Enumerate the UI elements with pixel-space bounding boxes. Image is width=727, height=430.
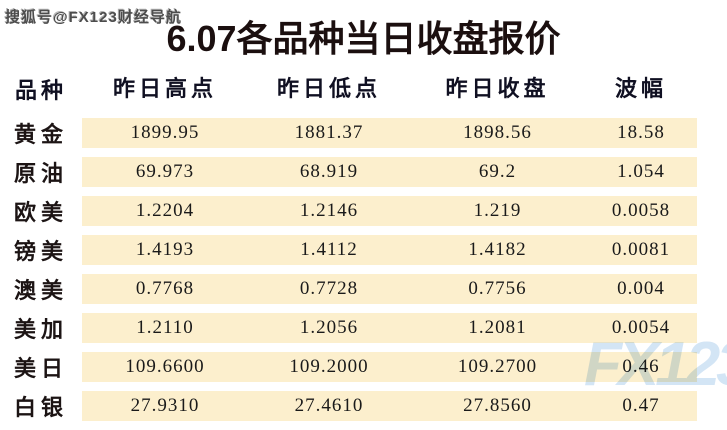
- cell-low: 27.4610: [294, 395, 364, 416]
- cell-range: 0.0081: [611, 239, 671, 260]
- header-band: 昨日高点 昨日低点 昨日收盘 波幅: [82, 74, 697, 104]
- table-row-gold: 黄金 1899.95 1881.37 1898.56 18.58: [0, 118, 727, 148]
- cell-range: 0.0054: [611, 317, 671, 338]
- cell-low: 109.2000: [289, 356, 369, 377]
- product-label: 黄金: [13, 122, 68, 147]
- column-header-range: 波幅: [614, 76, 667, 101]
- cell-range: 0.46: [622, 356, 660, 377]
- product-label: 澳美: [13, 278, 68, 303]
- row-stripe: 69.973 68.919 69.2 1.054: [82, 157, 697, 187]
- column-header-low: 昨日低点: [276, 76, 381, 101]
- column-header-close: 昨日收盘: [445, 76, 550, 101]
- cell-close: 1.219: [473, 200, 522, 221]
- cell-high: 109.6600: [125, 356, 205, 377]
- cell-low: 1881.37: [294, 122, 364, 143]
- cell-close: 109.2700: [457, 356, 538, 377]
- cell-low: 0.7728: [299, 278, 359, 299]
- cell-low: 1.4112: [300, 239, 358, 260]
- cell-high: 1.4193: [135, 239, 195, 260]
- cell-range: 0.0058: [611, 200, 671, 221]
- table-row-usdcad: 美加 1.2110 1.2056 1.2081 0.0054: [0, 313, 727, 343]
- product-label: 美加: [13, 317, 68, 342]
- price-table: 品种 昨日高点 昨日低点 昨日收盘 波幅 黄金 1899.95 1881.37 …: [0, 74, 727, 430]
- cell-high: 69.973: [135, 161, 195, 182]
- cell-close: 69.2: [478, 161, 517, 182]
- page-title: 6.07各品种当日收盘报价: [166, 18, 561, 59]
- cell-high: 0.7768: [135, 278, 195, 299]
- table-row-silver: 白银 27.9310 27.4610 27.8560 0.47: [0, 391, 727, 421]
- cell-close: 1.2081: [468, 317, 527, 338]
- cell-close: 0.7756: [468, 278, 527, 299]
- sohu-account-watermark: 搜狐号@FX123财经导航: [5, 9, 182, 26]
- cell-range: 18.58: [617, 122, 665, 143]
- cell-close: 1898.56: [463, 122, 532, 143]
- cell-range: 0.004: [617, 278, 665, 299]
- table-row-eurusd: 欧美 1.2204 1.2146 1.219 0.0058: [0, 196, 727, 226]
- cell-range: 0.47: [622, 395, 660, 416]
- product-label: 原油: [13, 161, 68, 186]
- table-header-row: 品种 昨日高点 昨日低点 昨日收盘 波幅: [0, 74, 727, 104]
- table-row-audusd: 澳美 0.7768 0.7728 0.7756 0.004: [0, 274, 727, 304]
- table-row-gbpusd: 镑美 1.4193 1.4112 1.4182 0.0081: [0, 235, 727, 265]
- row-stripe: 0.7768 0.7728 0.7756 0.004: [82, 274, 697, 304]
- cell-low: 1.2146: [299, 200, 359, 221]
- product-label: 白银: [13, 395, 68, 420]
- row-stripe: 109.6600 109.2000 109.2700 0.46: [82, 352, 697, 382]
- column-header-product: 品种: [14, 78, 67, 103]
- cell-close: 27.8560: [463, 395, 532, 416]
- row-stripe: 1899.95 1881.37 1898.56 18.58: [82, 118, 697, 148]
- row-stripe: 1.2204 1.2146 1.219 0.0058: [82, 196, 697, 226]
- column-header-high: 昨日高点: [112, 76, 217, 101]
- row-stripe: 1.4193 1.4112 1.4182 0.0081: [82, 235, 697, 265]
- row-stripe: 1.2110 1.2056 1.2081 0.0054: [82, 313, 697, 343]
- cell-close: 1.4182: [468, 239, 527, 260]
- product-label: 镑美: [13, 239, 68, 264]
- product-label: 美日: [13, 356, 68, 381]
- cell-low: 1.2056: [299, 317, 359, 338]
- row-stripe: 27.9310 27.4610 27.8560 0.47: [82, 391, 697, 421]
- cell-high: 27.9310: [130, 395, 200, 416]
- table-row-crude-oil: 原油 69.973 68.919 69.2 1.054: [0, 157, 727, 187]
- fx123-brand-watermark: FX123: [584, 330, 727, 399]
- cell-high: 1899.95: [130, 122, 200, 143]
- table-row-usdjpy: 美日 109.6600 109.2000 109.2700 0.46: [0, 352, 727, 382]
- product-label: 欧美: [13, 200, 68, 225]
- cell-low: 68.919: [299, 161, 359, 182]
- cell-high: 1.2204: [135, 200, 195, 221]
- cell-high: 1.2110: [136, 317, 194, 338]
- cell-range: 1.054: [617, 161, 665, 182]
